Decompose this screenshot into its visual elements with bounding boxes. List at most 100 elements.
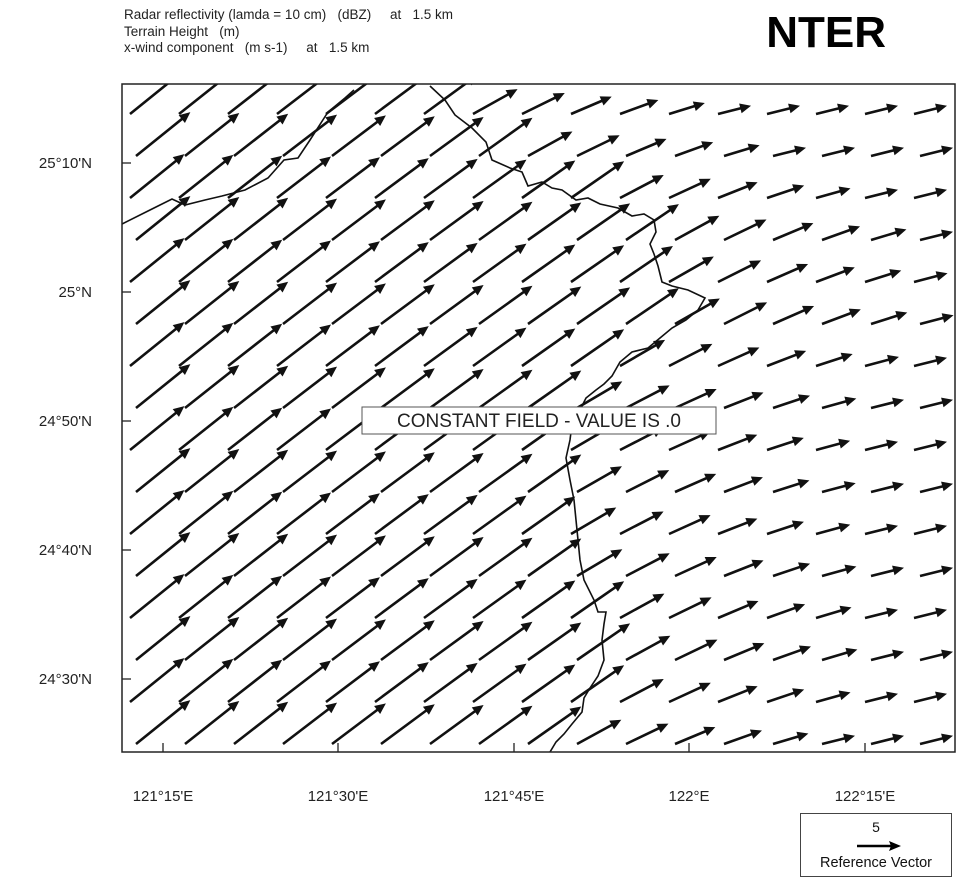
wind-vector-arrow: [282, 618, 338, 662]
wind-vector-arrow: [821, 733, 855, 746]
wind-vector-arrow: [919, 649, 953, 662]
wind-vector-arrow: [864, 354, 899, 368]
wind-vector-arrow: [472, 663, 527, 704]
wind-vector-arrow: [723, 219, 767, 242]
wind-vector-arrow: [674, 215, 720, 242]
wind-vector-arrow: [570, 96, 612, 116]
wind-vector-arrow: [570, 161, 625, 200]
wind-vector-arrow: [870, 565, 904, 578]
lat-tick-label: 24°50'N: [39, 413, 92, 430]
wind-vector-arrow: [423, 578, 478, 620]
wind-vector-arrow: [325, 577, 380, 620]
wind-vector-arrow: [233, 533, 289, 578]
wind-vector-arrow: [178, 154, 234, 200]
wind-vector-arrow: [619, 593, 665, 620]
wind-vector-arrow: [913, 187, 947, 200]
wind-vector-arrow: [815, 186, 851, 200]
wind-vector-arrow: [570, 245, 625, 284]
wind-vector-arrow: [129, 322, 185, 368]
wind-vector-arrow: [227, 323, 283, 368]
wind-vector-arrow: [821, 647, 858, 662]
wind-vector-arrow: [919, 733, 953, 746]
wind-vector-arrow: [772, 145, 806, 158]
wind-vector-arrow: [276, 660, 332, 704]
wind-vector-arrow: [815, 103, 849, 116]
lon-tick-label: 122°E: [668, 788, 709, 805]
wind-vector-arrow: [478, 621, 533, 662]
wind-vector-arrow: [282, 114, 338, 158]
wind-vector-arrow: [527, 286, 582, 326]
lat-tick-label: 25°N: [58, 284, 92, 301]
wind-vector-arrow: [821, 225, 861, 242]
wind-vector-arrow: [821, 481, 856, 494]
wind-vector-arrow: [276, 408, 332, 452]
wind-vector-arrow: [864, 523, 898, 536]
reference-vector-label: Reference Vector: [819, 855, 933, 871]
wind-vector-arrow: [135, 700, 191, 746]
wind-vector-arrow: [184, 532, 240, 578]
wind-vector-arrow: [380, 452, 435, 494]
wind-vector-arrow: [815, 266, 855, 284]
wind-vector-arrow: [380, 620, 435, 662]
wind-vector-arrow: [184, 112, 240, 158]
wind-vector-arrow: [717, 347, 760, 368]
wind-vector-arrow: [772, 222, 814, 242]
wind-vector-arrow: [717, 517, 758, 536]
wind-vector-arrow: [380, 536, 435, 578]
wind-vector-arrow: [184, 700, 240, 746]
wind-vector-arrow: [723, 391, 764, 410]
wind-vector-arrow: [276, 324, 332, 368]
wind-vector-arrow: [815, 605, 852, 620]
wind-vector-arrow: [276, 240, 332, 284]
wind-vector-arrow: [521, 160, 576, 200]
header-line-xwind: x-wind component (m s-1) at 1.5 km: [124, 40, 370, 55]
wind-vector-arrow: [331, 535, 386, 578]
wind-vector-arrow: [625, 288, 679, 326]
wind-vector-arrow: [919, 565, 953, 578]
wind-vectors: [129, 84, 954, 746]
wind-vector-arrow: [178, 574, 234, 620]
wind-vector-arrow: [864, 691, 898, 704]
wind-vector-arrow: [576, 623, 631, 662]
wind-vector-arrow: [227, 659, 283, 704]
wind-vector-arrow: [374, 158, 429, 200]
wind-vector-arrow: [766, 103, 800, 116]
wind-vector-arrow: [864, 439, 898, 452]
wind-vector-arrow: [135, 532, 191, 578]
reference-vector-legend: 5 Reference Vector: [800, 813, 952, 877]
wind-vector-arrow: [619, 679, 664, 704]
wind-vector-arrow: [870, 649, 904, 662]
wind-vector-arrow: [380, 704, 435, 746]
constant-field-box: CONSTANT FIELD - VALUE IS .0: [361, 406, 717, 435]
wind-vector-arrow: [766, 263, 809, 284]
wind-vector-arrow: [913, 439, 947, 452]
wind-vector-arrow: [374, 242, 429, 284]
wind-vector-arrow: [325, 493, 380, 536]
wind-vector-arrow: [472, 495, 527, 536]
wind-vector-arrow: [723, 143, 760, 158]
wind-vector-arrow: [674, 556, 717, 578]
wind-vector-arrow: [766, 688, 805, 704]
wind-vector-arrow: [178, 658, 234, 704]
plot-frame: [121, 83, 956, 753]
axis-ticks: 25°10'N 25°N 24°50'N 24°40'N 24°30'N 121°15'E…: [39, 155, 895, 805]
wind-vector-arrow: [135, 112, 191, 158]
wind-vector-arrow: [919, 397, 953, 410]
wind-vector-arrow: [423, 326, 478, 368]
wind-vector-arrow: [527, 706, 582, 746]
wind-vector-arrow: [919, 145, 953, 158]
wind-vector-arrow: [625, 723, 669, 746]
wind-vector-arrow: [325, 325, 380, 368]
wind-vector-arrow: [668, 178, 711, 200]
wind-vector-arrow: [478, 285, 533, 326]
wind-vector-arrow: [233, 113, 289, 158]
wind-vector-arrow: [815, 690, 851, 704]
wind-vector-arrow: [821, 145, 855, 158]
wind-vector-arrow: [184, 364, 240, 410]
wind-vector-arrow: [717, 260, 762, 284]
lat-tick-label: 24°40'N: [39, 542, 92, 559]
wind-vector-arrow: [864, 269, 902, 284]
wind-vector-arrow: [331, 619, 386, 662]
wind-vector-arrow: [870, 397, 904, 410]
wind-vector-arrow: [576, 135, 620, 158]
